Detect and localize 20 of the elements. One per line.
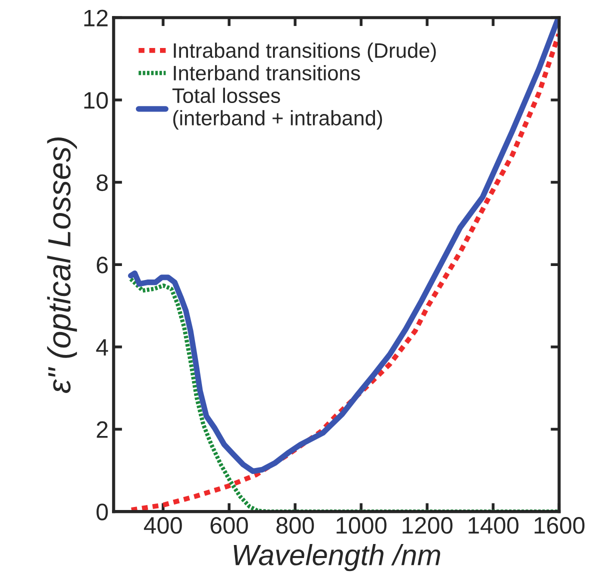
- y-tick-label: 12: [84, 10, 108, 26]
- x-tick-label: 400: [144, 517, 182, 534]
- x-tick-label: 1600: [534, 517, 584, 534]
- y-axis-title: ε" (optical Losses): [47, 138, 77, 394]
- y-tick-label: 2: [96, 421, 108, 438]
- legend-label: Interband transitions: [174, 65, 360, 80]
- x-tick-label: 800: [276, 517, 314, 534]
- x-tick-label: 1000: [336, 517, 386, 534]
- y-tick-label: 10: [84, 92, 108, 109]
- legend-label: Total losses (interband + intraband): [172, 88, 382, 130]
- legend-label: Intraband transitions (Drude): [174, 42, 436, 62]
- x-tick-label: 1200: [402, 517, 452, 534]
- y-tick-label: 0: [96, 504, 108, 520]
- x-tick-label: 1400: [468, 517, 518, 534]
- y-tick-label: 4: [96, 339, 108, 356]
- y-tick-label: 8: [96, 174, 108, 192]
- line-series: [128, 276, 560, 512]
- y-tick-label: 6: [96, 256, 108, 274]
- x-axis-title: Wavelength /nm: [234, 544, 440, 572]
- x-tick-label: 600: [210, 517, 248, 534]
